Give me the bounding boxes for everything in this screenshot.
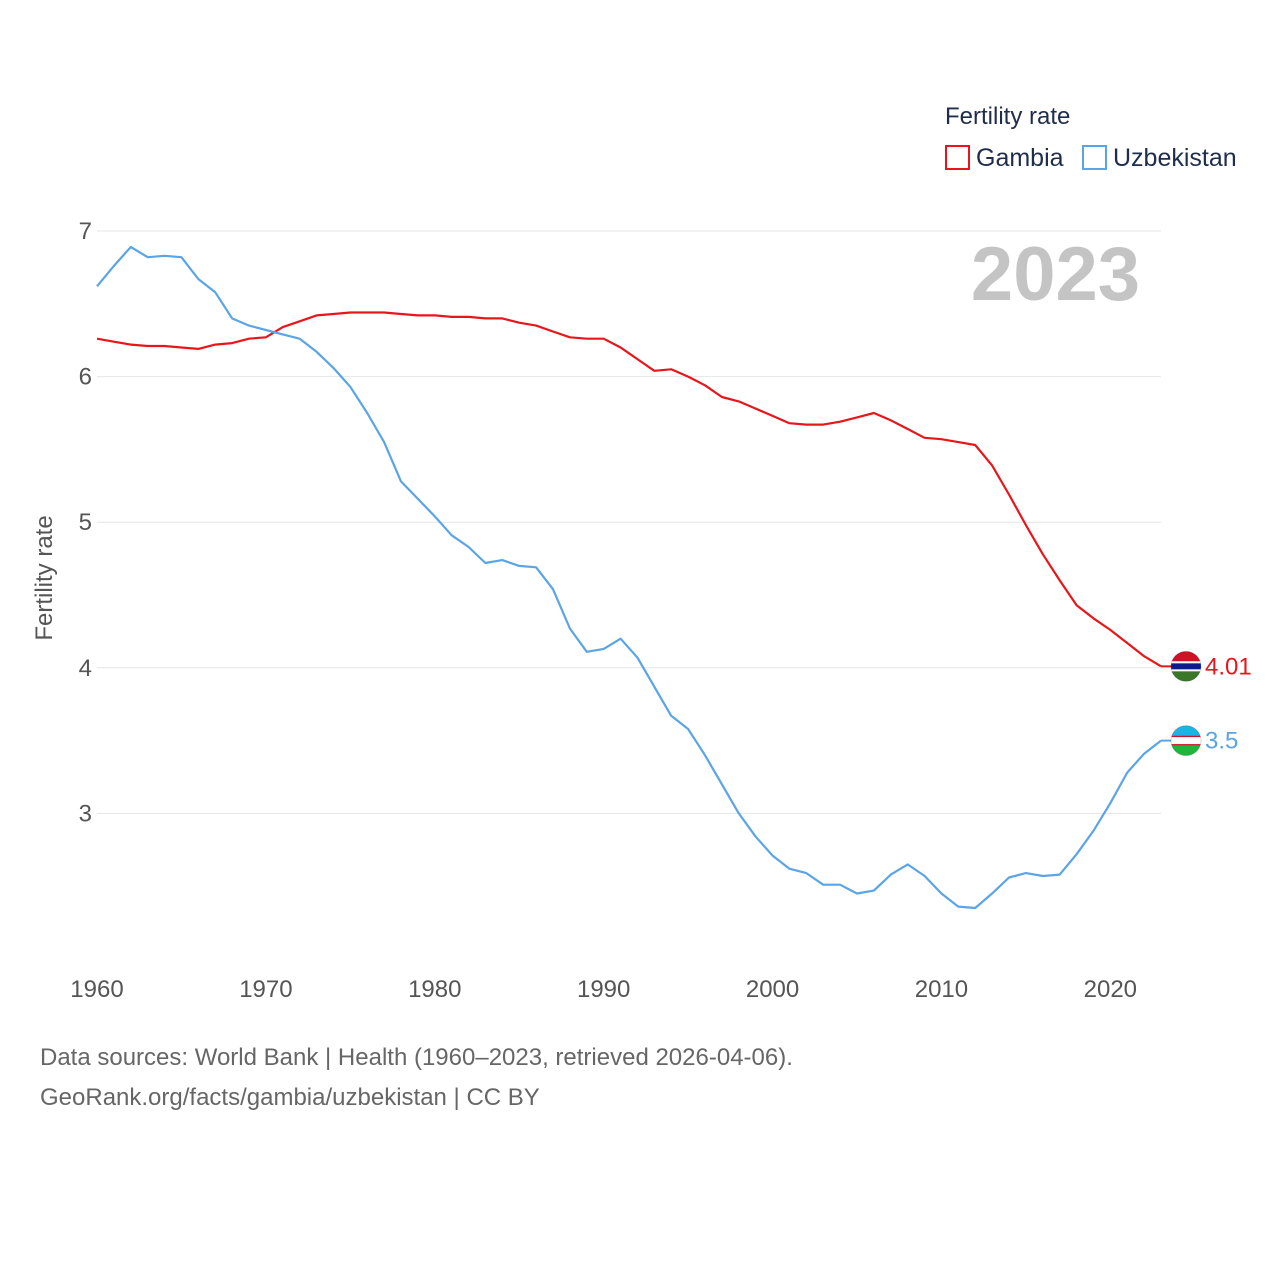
- x-tick-1970: 1970: [239, 976, 292, 1003]
- end-value-gambia: 4.01: [1205, 653, 1252, 680]
- legend-swatch-uzbekistan: [1082, 145, 1107, 170]
- series-line-gambia: [96, 311, 1162, 668]
- series-end-markers: 4.01 3.5: [1161, 650, 1252, 757]
- flag-uzbekistan-icon: [1171, 725, 1201, 756]
- y-axis-title: Fertility rate: [31, 515, 58, 640]
- legend-label-uzbekistan: Uzbekistan: [1113, 144, 1237, 172]
- legend-label-gambia: Gambia: [976, 144, 1064, 172]
- y-tick-5: 5: [79, 509, 92, 536]
- end-value-uzbekistan: 3.5: [1205, 728, 1238, 755]
- source-note: Data sources: World Bank | Health (1960–…: [40, 1044, 793, 1071]
- source-link[interactable]: GeoRank.org/facts/gambia/uzbekistan | CC…: [40, 1084, 540, 1111]
- x-tick-1990: 1990: [577, 976, 630, 1003]
- legend: Fertility rate Gambia Uzbekistan: [945, 103, 1237, 172]
- flag-gambia-icon: [1171, 651, 1201, 682]
- series-lines: [96, 245, 1162, 910]
- y-tick-4: 4: [79, 655, 92, 682]
- x-tick-1960: 1960: [70, 976, 123, 1003]
- x-tick-1980: 1980: [408, 976, 461, 1003]
- series-line-uzbekistan: [96, 245, 1162, 910]
- x-tick-2010: 2010: [915, 976, 968, 1003]
- legend-title: Fertility rate: [945, 103, 1070, 130]
- legend-swatch-gambia: [945, 145, 970, 170]
- current-year-label: 2023: [971, 232, 1140, 317]
- y-tick-3: 3: [79, 800, 92, 827]
- x-tick-2020: 2020: [1084, 976, 1137, 1003]
- x-tick-2000: 2000: [746, 976, 799, 1003]
- grid-lines: [97, 230, 1161, 814]
- y-tick-6: 6: [79, 364, 92, 391]
- x-axis-ticks: 1960 1970 1980 1990 2000 2010 2020: [70, 976, 1137, 1003]
- y-tick-7: 7: [79, 218, 92, 245]
- y-axis-ticks: 3 4 5 6 7: [79, 218, 92, 827]
